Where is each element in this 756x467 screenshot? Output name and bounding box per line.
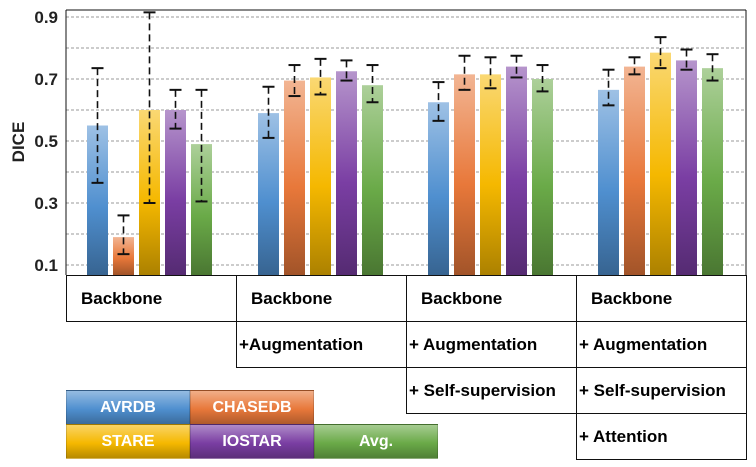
bar [624,66,645,275]
bar [310,77,331,275]
y-tick-label: 0.9 [34,8,58,27]
bar [532,79,553,275]
y-tick-labels: 0.1 0.3 0.5 0.7 0.9 [34,8,58,275]
condition-header-cell: Backbone [66,275,237,322]
y-tick-label: 0.5 [34,132,58,151]
bar [702,68,723,276]
bar [113,237,134,275]
condition-header-cell: Backbone [406,275,577,322]
y-tick-label: 0.7 [34,70,58,89]
bar [165,110,186,275]
condition-cell: + Self-supervision [576,367,747,414]
bars [87,52,723,276]
condition-cell: +Augmentation [236,321,407,368]
y-tick-label: 0.1 [34,256,58,275]
legend-item: STARE [66,424,190,459]
legend-item: IOSTAR [190,424,314,459]
bar [87,125,108,275]
y-axis-title: DICE [9,122,28,163]
condition-cell: + Augmentation [576,321,747,368]
bar [650,52,671,276]
bar [191,144,212,275]
bar [284,80,305,275]
bar [258,113,279,275]
legend-item: AVRDB [66,390,190,425]
legend-item: Avg. [314,424,438,459]
bar [454,74,475,275]
bar [428,102,449,275]
legend-item: CHASEDB [190,390,314,425]
condition-cell: + Augmentation [406,321,577,368]
bar [336,71,357,275]
condition-cell: + Attention [576,413,747,460]
y-tick-label: 0.3 [34,194,58,213]
condition-header-cell: Backbone [236,275,407,322]
bar [480,74,501,275]
bar [506,66,527,275]
condition-header-cell: Backbone [576,275,747,322]
condition-cell: + Self-supervision [406,367,577,414]
bar [598,89,619,275]
bar [676,60,697,276]
bar [362,85,383,275]
error-bars [91,11,719,256]
